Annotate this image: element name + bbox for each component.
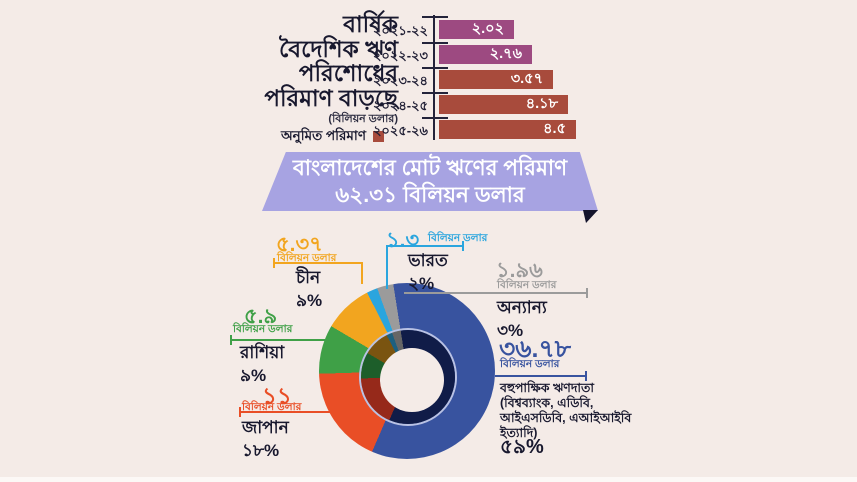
india-unit-label: বিলিয়ন ডলার	[428, 232, 488, 244]
china-callout-line	[274, 262, 363, 264]
axis-tick	[422, 92, 448, 94]
donut-hole	[380, 348, 444, 412]
india-name: ভারত	[408, 251, 448, 270]
multilateral-value: ৩৬.৭৮	[499, 335, 571, 363]
bar-chart-title: বার্ষিক বৈদেশিক ঋণ পরিশোধের পরিমাণ বাড়ছ…	[140, 12, 398, 110]
year-label: ২০২১-২২	[372, 23, 428, 38]
japan-name: জাপান	[242, 418, 289, 437]
others-unit-label: বিলিয়ন ডলার	[497, 279, 557, 291]
bar-2023-24: ৩.৫৭	[439, 70, 553, 89]
india-callout-line	[386, 245, 464, 247]
bar-2025-26: ৪.৫	[439, 120, 576, 139]
china-percent: ৯%	[296, 291, 323, 310]
japan-percent: ১৮%	[242, 441, 280, 460]
japan-unit-label: বিলিয়ন ডলার	[242, 401, 302, 413]
russia-label: রাশিয়া ৯%	[240, 341, 284, 387]
banner-line2: ৬২.৩১ বিলিয়ন ডলার	[335, 183, 525, 207]
bar-chart-title-line: বৈদেশিক ঋণ	[278, 35, 398, 62]
axis-tick	[422, 42, 448, 44]
india-percent: ২%	[408, 274, 435, 293]
bar-chart-legend: অনুমিত পরিমাণ	[150, 125, 384, 148]
year-label: ২০২৩-২৪	[372, 73, 428, 88]
axis-tick	[422, 16, 448, 18]
banner-fold-icon	[583, 210, 598, 223]
others-name: অন্যান্য	[497, 298, 547, 317]
multilateral-callout-line	[495, 375, 587, 377]
bottom-strip	[0, 477, 857, 482]
multilateral-callout-tick	[585, 371, 587, 381]
others-value: ১.৯৬	[496, 259, 543, 282]
china-name: চীন	[296, 268, 321, 287]
axis-tick	[422, 117, 448, 119]
multilateral-name: বহুপাক্ষিক ঋণদাতা	[500, 381, 595, 395]
china-value: ৫.৩৭	[276, 233, 323, 256]
japan-callout-line	[240, 411, 331, 413]
others-callout-tick	[586, 288, 588, 298]
axis-tick	[422, 67, 448, 69]
year-label: ২০২২-২৩	[372, 48, 428, 63]
total-debt-banner: বাংলাদেশের মোট ঋণের পরিমাণ ৬২.৩১ বিলিয়ন…	[262, 152, 598, 211]
bar-chart-title-line: পরিশোধের	[298, 60, 398, 86]
multilateral-unit-label: বিলিয়ন ডলার	[500, 358, 560, 370]
india-label: ভারত ২%	[408, 249, 448, 295]
multilateral-detail: (বিশ্বব্যাংক, এডিবি, আইএসডিবি, এআইআইবি ই…	[500, 396, 632, 440]
others-percent: ৩%	[497, 321, 524, 340]
japan-label: জাপান ১৮%	[242, 416, 289, 462]
india-callout-line	[386, 245, 388, 289]
russia-value: ৫.৯	[244, 305, 278, 328]
bar-chart-title-line: বার্ষিক	[343, 11, 398, 37]
year-label: ২০২৫-২৬	[372, 123, 428, 138]
multilateral-label: বহুপাক্ষিক ঋণদাতা (বিশ্বব্যাংক, এডিবি, আ…	[500, 381, 646, 441]
bar-2024-25: ৪.১৮	[439, 95, 568, 114]
bar-2021-22: ২.০২	[439, 20, 514, 39]
china-unit-label: বিলিয়ন ডলার	[277, 252, 337, 264]
russia-percent: ৯%	[240, 366, 267, 385]
banner-line1: বাংলাদেশের মোট ঋণের পরিমাণ	[292, 156, 568, 180]
china-label: চীন ৯%	[296, 266, 322, 312]
china-callout-line	[361, 262, 363, 284]
india-callout-tick	[462, 241, 464, 251]
russia-callout-line	[329, 339, 331, 353]
legend-swatch-icon	[373, 131, 384, 142]
japan-value: ১১	[262, 383, 292, 409]
others-callout-line	[404, 292, 588, 294]
bar-chart-axis-line	[433, 15, 435, 140]
donut-chart	[319, 283, 495, 459]
bar-2022-23: ২.৭৬	[439, 45, 532, 64]
multilateral-percent: ৫৯%	[500, 436, 544, 458]
russia-name: রাশিয়া	[240, 343, 285, 362]
year-label: ২০২৪-২৫	[372, 98, 428, 113]
bar-chart-unit-note: (বিলিয়ন ডলার)	[328, 113, 398, 125]
bar-chart-title-line: পরিমাণ বাড়ছে	[264, 84, 398, 111]
legend-label: অনুমিত পরিমাণ	[280, 128, 366, 143]
others-label: অন্যান্য ৩%	[497, 296, 547, 342]
russia-callout-line	[231, 339, 331, 341]
russia-unit-label: বিলিয়ন ডলার	[233, 323, 293, 335]
